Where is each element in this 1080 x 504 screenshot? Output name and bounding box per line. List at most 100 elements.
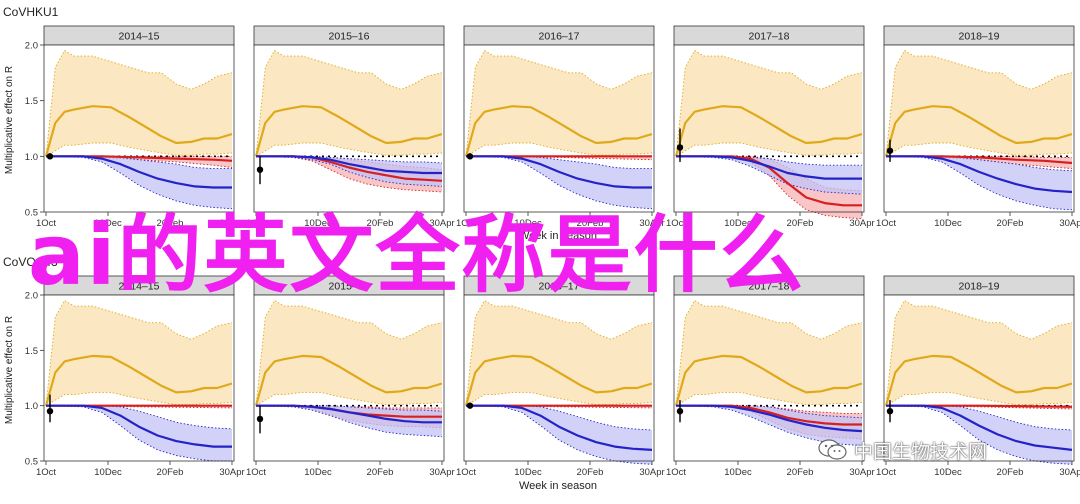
series-line: [884, 354, 1073, 406]
panel-strip-label: 2015–16: [329, 31, 370, 43]
initial-point: [46, 408, 54, 415]
chart-title: CoVHKU1: [3, 5, 59, 19]
series-band: [256, 156, 442, 187]
panel-border: [463, 44, 655, 213]
series-line: [886, 155, 1073, 194]
series-band-lower: [465, 155, 653, 161]
x-tick-label: 20Feb: [997, 467, 1024, 478]
x-tick-label: 30Apr: [849, 467, 874, 478]
panel-strip-label: 2015–16: [329, 281, 370, 293]
series-band-lower: [255, 155, 443, 193]
x-tick-label: 10Dec: [304, 467, 332, 478]
series-band: [886, 300, 1072, 406]
y-tick-label: 1.0: [25, 152, 38, 163]
y-tick-label: 0.5: [25, 457, 38, 468]
x-tick-label: 1Oct: [876, 218, 896, 229]
series-band-lower: [45, 155, 233, 210]
series-line: [44, 105, 233, 157]
x-tick-label: 10Dec: [934, 467, 962, 478]
panel-strip-label: 2016–17: [539, 31, 580, 43]
x-tick-label: 20Feb: [787, 467, 814, 478]
panel-border: [673, 44, 865, 213]
x-axis-label: Week in season: [519, 480, 597, 492]
series-band-upper: [45, 299, 233, 406]
series-band: [676, 156, 862, 195]
series-band: [466, 405, 652, 465]
series-line: [466, 404, 653, 451]
x-tick-label: 1Oct: [876, 467, 896, 478]
series-line: [676, 155, 862, 180]
series-line: [674, 354, 863, 406]
y-tick-label: 1.0: [25, 401, 38, 412]
series-band-upper: [885, 49, 1073, 157]
x-tick-label: 20Feb: [787, 218, 814, 229]
watermark: 中国生物技术网: [818, 437, 987, 463]
series-band: [676, 156, 862, 219]
series-line: [676, 404, 863, 433]
series-band: [466, 156, 652, 209]
x-tick-label: 20Feb: [157, 218, 184, 229]
series-band-lower: [465, 405, 653, 409]
series-band: [256, 300, 442, 406]
series-band-lower: [885, 155, 1073, 211]
series-band: [676, 405, 862, 446]
x-tick-label: 30Apr: [849, 218, 874, 229]
series-band-lower: [45, 405, 233, 409]
series-band: [46, 300, 232, 406]
panel-strip-label: 2018–19: [959, 281, 1000, 293]
series-band: [46, 405, 232, 461]
series-band: [676, 50, 862, 157]
series-band-lower: [675, 405, 863, 446]
series-band: [256, 50, 442, 157]
initial-point: [886, 147, 894, 154]
y-tick-label: 2.0: [25, 291, 38, 302]
panel-border: [883, 44, 1075, 213]
y-tick-label: 2.0: [25, 41, 38, 52]
series-line: [466, 155, 652, 189]
y-axis-label: Multiplicative effect on R: [4, 316, 15, 424]
panel-border: [253, 294, 445, 462]
series-band-lower: [465, 405, 653, 465]
series-band-upper: [255, 49, 443, 157]
series-line: [256, 155, 442, 175]
x-tick-label: 20Feb: [367, 467, 394, 478]
x-tick-label: 30Apr: [219, 218, 244, 229]
x-tick-label: 10Dec: [94, 218, 122, 229]
initial-point: [886, 408, 894, 415]
series-band-lower: [465, 155, 653, 210]
series-band-lower: [675, 155, 863, 195]
series-line: [46, 155, 233, 162]
series-band-upper: [676, 405, 862, 414]
wechat-icon: [818, 439, 847, 460]
panel-strip-label: 2018–19: [959, 31, 1000, 43]
panel-strip-label: 2017–18: [749, 281, 790, 293]
series-band-upper: [885, 299, 1073, 406]
x-tick-label: 20Feb: [367, 218, 394, 229]
initial-point: [256, 166, 264, 173]
x-tick-label: 30Apr: [429, 218, 454, 229]
y-tick-label: 1.5: [25, 346, 38, 357]
series-band-lower: [255, 405, 443, 438]
series-line: [674, 105, 863, 157]
x-tick-label: 20Feb: [577, 218, 604, 229]
series-band: [256, 156, 442, 192]
series-line: [886, 155, 1073, 165]
series-band: [886, 156, 1072, 210]
series-band: [256, 405, 442, 437]
series-band-upper: [675, 49, 863, 157]
x-tick-label: 10Dec: [514, 467, 542, 478]
x-tick-label: 1Oct: [246, 218, 266, 229]
x-tick-label: 20Feb: [577, 467, 604, 478]
panel-strip-label: 2014–15: [119, 31, 160, 43]
x-tick-label: 30Apr: [219, 467, 244, 478]
x-tick-label: 1Oct: [666, 218, 686, 229]
x-tick-label: 1Oct: [666, 467, 686, 478]
panel-strip-label: 2017–18: [749, 31, 790, 43]
series-band-upper: [465, 299, 653, 406]
initial-point: [466, 153, 474, 160]
series-band-upper: [255, 299, 443, 406]
initial-point: [676, 408, 684, 415]
panel-border: [883, 294, 1075, 462]
series-band-upper: [675, 299, 863, 406]
